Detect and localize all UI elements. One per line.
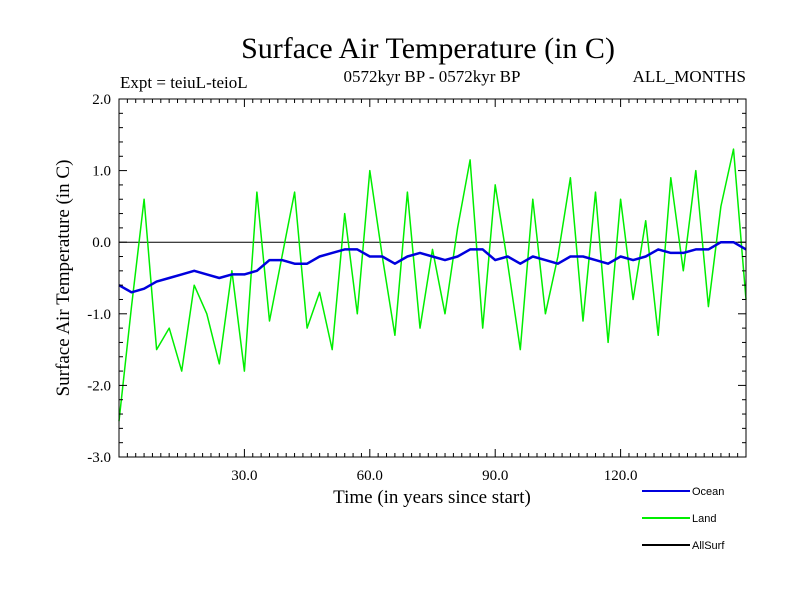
y-tick-label: -1.0 — [87, 307, 111, 323]
series-layer — [118, 148, 747, 422]
chart-subtitle-left: Expt = teiuL-teioL — [120, 73, 248, 92]
y-tick-label: -3.0 — [87, 450, 111, 466]
chart-subtitle-center: 0572kyr BP - 0572kyr BP — [344, 67, 521, 86]
y-tick-label: 0.0 — [92, 235, 111, 251]
x-tick-label: 60.0 — [357, 468, 383, 484]
y-tick-label: 1.0 — [92, 164, 111, 180]
x-tick-label: 90.0 — [482, 468, 508, 484]
legend-label-ocean: Ocean — [692, 486, 724, 498]
series-line-land — [118, 148, 747, 422]
series-line-ocean — [118, 240, 747, 294]
y-tick-label: -2.0 — [87, 378, 111, 394]
x-tick-label: 120.0 — [604, 468, 638, 484]
y-tick-label: 2.0 — [92, 92, 111, 108]
x-tick-label: 30.0 — [231, 468, 257, 484]
plot-frame — [118, 98, 747, 458]
chart-title: Surface Air Temperature (in C) — [241, 32, 615, 65]
chart-subtitle-right: ALL_MONTHS — [633, 67, 746, 86]
x-axis-label: Time (in years since start) — [333, 487, 531, 508]
legend-label-allsurf: AllSurf — [692, 540, 725, 552]
axis-ticks: 30.0 60.0 90.0 120.0 2.0 1.0 0.0 -1.0 -2.0 -3.0 — [87, 92, 746, 484]
legend-label-land: Land — [692, 513, 716, 525]
y-axis-label: Surface Air Temperature (in C) — [53, 160, 74, 397]
legend: Ocean Land AllSurf — [642, 486, 725, 552]
